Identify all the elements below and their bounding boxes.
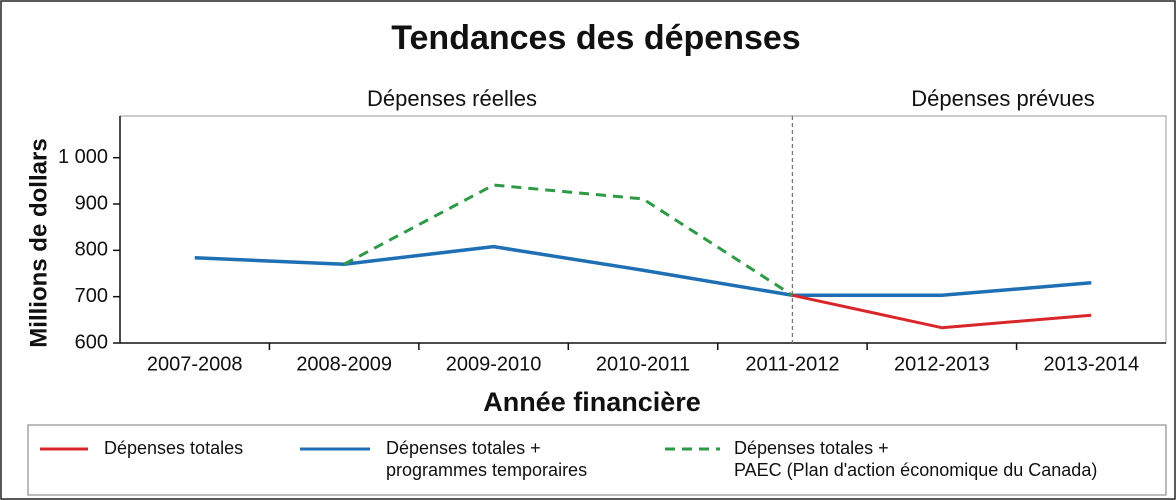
y-tick-label: 700 xyxy=(75,285,108,307)
x-axis-label: Année financière xyxy=(483,387,701,417)
plot-frame xyxy=(119,115,1167,344)
legend-label: Dépenses totales xyxy=(104,438,243,458)
y-tick-label: 1 000 xyxy=(58,146,108,168)
x-tick-label: 2013-2014 xyxy=(1043,353,1139,375)
x-tick-label: 2009-2010 xyxy=(446,353,542,375)
x-tick-label: 2012-2013 xyxy=(894,353,990,375)
x-tick-label: 2011-2012 xyxy=(745,353,839,375)
annotation: Dépenses réelles xyxy=(367,86,537,111)
annotation: Dépenses prévues xyxy=(911,86,1094,111)
y-tick-label: 600 xyxy=(75,331,108,353)
legend-label: Dépenses totales + programmes temporaires xyxy=(386,438,587,480)
legend-box xyxy=(27,424,1167,496)
x-tick-label: 2008-2009 xyxy=(296,353,392,375)
x-tick-label: 2007-2008 xyxy=(147,353,243,375)
y-tick-label: 900 xyxy=(75,192,108,214)
series-line xyxy=(194,244,1092,298)
series-line xyxy=(792,293,1092,330)
series-line xyxy=(343,183,794,297)
y-axis-label: Millions de dollars xyxy=(25,138,52,347)
legend-label: Dépenses totales + PAEC (Plan d'action éc… xyxy=(734,438,1097,480)
y-tick-label: 800 xyxy=(75,239,108,261)
chart-title: Tendances des dépenses xyxy=(391,19,800,57)
x-tick-label: 2010-2011 xyxy=(596,353,690,375)
